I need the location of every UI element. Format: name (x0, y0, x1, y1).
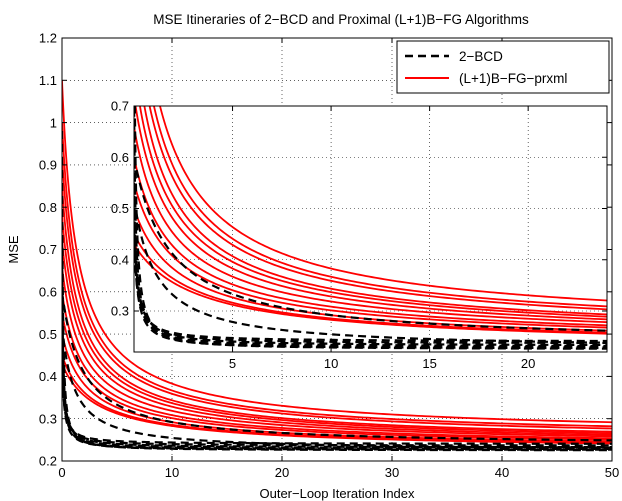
inset-x-tick-label: 20 (521, 356, 535, 371)
main-x-tick-label: 20 (275, 465, 289, 480)
inset-series-2-bcd-line (134, 157, 607, 332)
main-y-tick-label: 0.2 (39, 454, 57, 469)
main-series-2-bcd-line (62, 291, 612, 442)
main-y-tick-label: 0.6 (39, 284, 57, 299)
inset-series-fg-prxml-line (134, 106, 607, 321)
inset-axis-ticks: 5 10 15 20 0.3 0.4 0.5 0.6 0.7 (111, 99, 607, 371)
chart-title: MSE Itineraries of 2−BCD and Proximal (L… (153, 12, 529, 27)
inset-y-tick-label: 0.6 (111, 150, 129, 165)
main-series-2-bcd-line (62, 312, 612, 447)
legend: 2−BCD (L+1)B−FG−prxml (396, 40, 610, 94)
main-y-tick-label: 1 (50, 115, 57, 130)
main-series-fg-prxml-line (62, 215, 612, 435)
main-y-tick-label: 1.2 (39, 31, 57, 46)
inset-series-fg-prxml-line (134, 208, 607, 332)
inset-y-tick-label: 0.3 (111, 304, 129, 319)
main-series-layer (62, 80, 612, 452)
main-series-fg-prxml-line (62, 363, 612, 445)
main-x-tick-label: 40 (495, 465, 509, 480)
inset-y-tick-label: 0.4 (111, 252, 129, 267)
main-series-fg-prxml-line (62, 266, 612, 438)
legend-box (396, 40, 610, 94)
inset-series-fg-prxml-line (148, 106, 607, 311)
main-y-tick-label: 0.4 (39, 369, 57, 384)
x-axis-label: Outer−Loop Iteration Index (259, 486, 415, 501)
inset-y-tick-label: 0.7 (111, 99, 129, 114)
main-y-tick-label: 0.3 (39, 411, 57, 426)
main-x-tick-label: 30 (385, 465, 399, 480)
main-x-tick-label: 0 (58, 465, 65, 480)
inset-x-tick-label: 10 (324, 356, 338, 371)
inset-series-2-bcd-line (134, 198, 607, 344)
main-series-fg-prxml-line (62, 291, 612, 440)
main-series-2-bcd-line (62, 325, 612, 449)
legend-label-fg-prxml: (L+1)B−FG−prxml (459, 71, 567, 86)
inset-series-2-bcd-line (134, 239, 607, 348)
main-y-tick-label: 0.8 (39, 200, 57, 215)
inset-series-fg-prxml-line (134, 126, 607, 324)
legend-label-2-bcd: 2−BCD (459, 49, 503, 64)
main-y-tick-label: 0.7 (39, 242, 57, 257)
inset-series-fg-prxml-line (134, 243, 607, 335)
main-y-tick-label: 0.5 (39, 327, 57, 342)
main-series-fg-prxml-line (62, 312, 612, 441)
inset-series-fg-prxml-line (153, 106, 607, 308)
main-y-tick-label: 0.9 (39, 158, 57, 173)
main-series-fg-prxml-line (62, 156, 612, 430)
inset-series-2-bcd-line (134, 228, 607, 350)
inset-plot-frame (133, 105, 608, 353)
main-series-fg-prxml-line (62, 185, 612, 433)
inset-series-fg-prxml-line (143, 106, 607, 316)
main-series-fg-prxml-line (62, 240, 612, 436)
y-axis-label: MSE (6, 235, 21, 264)
inset-x-tick-label: 15 (422, 356, 436, 371)
main-y-tick-label: 1.1 (39, 73, 57, 88)
main-series-fg-prxml-line (62, 80, 612, 424)
inset-series-layer (134, 106, 607, 350)
inset-y-tick-label: 0.5 (111, 201, 129, 216)
main-series-2-bcd-line (62, 334, 612, 445)
inset-series-fg-prxml-line (134, 157, 607, 327)
inset-x-tick-label: 5 (229, 356, 236, 371)
inset-series-fg-prxml-line (134, 182, 607, 329)
main-series-fg-prxml-line (62, 122, 612, 428)
inset-series-fg-prxml-line (159, 106, 607, 302)
main-series-2-bcd-line (62, 351, 612, 451)
inset-series-fg-prxml-line (139, 106, 607, 318)
main-x-tick-label: 10 (165, 465, 179, 480)
main-series-2-bcd-line (62, 359, 612, 450)
main-x-tick-label: 50 (605, 465, 619, 480)
